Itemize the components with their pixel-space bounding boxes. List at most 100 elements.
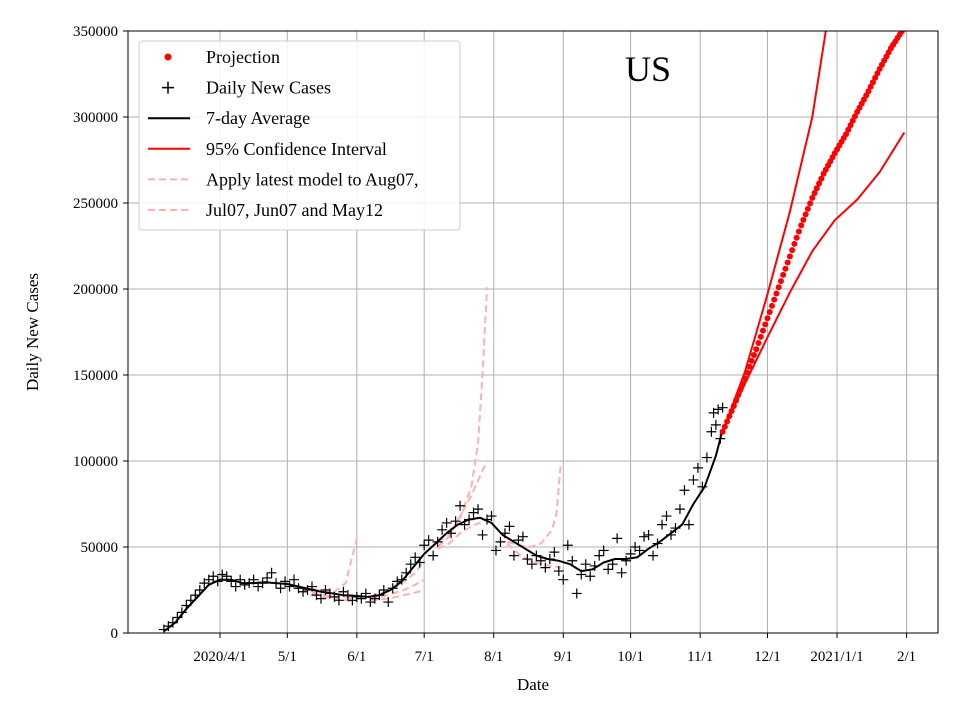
daily-case-marker [522, 554, 533, 565]
legend-label: 7-day Average [206, 108, 310, 128]
daily-case-marker [298, 586, 309, 597]
y-tick-label: 50000 [81, 540, 119, 556]
daily-case-marker [717, 402, 728, 413]
daily-case-marker [284, 581, 295, 592]
y-tick-label: 200000 [73, 282, 118, 298]
projection-point [730, 402, 737, 409]
projection-point [777, 278, 784, 285]
daily-case-marker [692, 462, 703, 473]
daily-case-marker [167, 617, 178, 628]
daily-case-marker [508, 550, 519, 561]
daily-case-marker [585, 571, 596, 582]
daily-case-marker [657, 519, 668, 530]
projection-point [816, 180, 823, 187]
daily-case-marker [706, 426, 717, 437]
projection-point [751, 352, 758, 359]
projection-point [726, 413, 733, 420]
projection-point [789, 247, 796, 254]
plot-frame [127, 30, 939, 634]
daily-case-marker [226, 576, 237, 587]
y-axis-title: Daily New Cases [23, 273, 42, 391]
daily-case-marker [419, 540, 430, 551]
projection-point [872, 74, 879, 81]
daily-case-marker [208, 571, 219, 582]
daily-case-marker [580, 559, 591, 570]
daily-case-marker [405, 559, 416, 570]
projection-point [804, 205, 811, 212]
daily-case-marker [607, 559, 618, 570]
daily-case-marker [594, 550, 605, 561]
daily-case-marker [262, 572, 273, 583]
projection-point [755, 340, 762, 347]
x-tick-label: 2020/4/1 [193, 649, 246, 665]
x-tick-label: 5/1 [278, 649, 297, 665]
daily-case-marker [217, 569, 228, 580]
projection-point [784, 259, 791, 266]
projection-point [845, 126, 852, 133]
x-tick-label: 8/1 [484, 649, 503, 665]
model-dashed-line [506, 460, 562, 549]
projection-point [782, 265, 789, 272]
daily-case-marker [562, 540, 573, 551]
daily-case-marker [459, 519, 470, 530]
daily-case-marker [315, 593, 326, 604]
daily-case-marker [172, 612, 183, 623]
daily-case-marker [383, 597, 394, 608]
projection-point [768, 302, 775, 309]
y-tick-label: 300000 [73, 110, 118, 126]
projection-point [809, 194, 816, 201]
daily-case-marker [499, 528, 510, 539]
projection-point [746, 363, 753, 370]
legend-label: Apply latest model to Aug07, [206, 169, 418, 189]
average-line [163, 429, 724, 633]
x-tick-label: 9/1 [554, 649, 573, 665]
daily-case-marker [589, 560, 600, 571]
legend-projection-swatch [164, 53, 172, 61]
x-axis-title: Date [517, 675, 549, 694]
daily-case-marker [230, 581, 241, 592]
projection-point [753, 346, 760, 353]
projection-point [786, 253, 793, 260]
y-tick-label: 100000 [73, 454, 118, 470]
daily-case-marker [275, 583, 286, 594]
daily-case-marker [670, 523, 681, 534]
model-dashed-line [506, 542, 562, 569]
daily-case-marker [688, 474, 699, 485]
projection-point [847, 122, 854, 129]
daily-case-marker [531, 550, 542, 561]
model-dashed-line [311, 538, 358, 593]
daily-case-marker [387, 583, 398, 594]
x-tick-label: 10/1 [617, 649, 644, 665]
projection-point [793, 234, 800, 241]
projection-point [867, 83, 874, 90]
daily-case-marker [280, 576, 291, 587]
daily-case-marker [477, 529, 488, 540]
projection-point [807, 200, 814, 207]
y-tick-label: 250000 [73, 196, 118, 212]
daily-case-marker [598, 545, 609, 556]
daily-case-marker [423, 535, 434, 546]
projection-point [775, 284, 782, 291]
daily-case-marker [378, 585, 389, 595]
daily-case-marker [713, 404, 724, 415]
daily-case-marker [410, 552, 421, 563]
daily-case-marker [576, 569, 587, 580]
daily-case-marker [441, 517, 452, 528]
projection-point [843, 131, 850, 138]
daily-case-marker [683, 519, 694, 530]
projection-point [735, 391, 742, 398]
daily-case-marker [715, 433, 726, 444]
projection-point [757, 333, 764, 340]
model-dashed-line [437, 518, 488, 550]
daily-case-marker [490, 545, 501, 556]
projection-point [744, 369, 751, 376]
daily-case-marker [306, 581, 317, 592]
y-tick-label: 150000 [73, 368, 118, 384]
projection-point [869, 79, 876, 86]
daily-case-marker [437, 524, 448, 535]
x-tick-label: 2/1 [897, 649, 916, 665]
model-dashed-line [437, 287, 488, 543]
projection-point [719, 428, 726, 435]
daily-case-marker [360, 588, 371, 599]
daily-case-marker [248, 574, 259, 585]
